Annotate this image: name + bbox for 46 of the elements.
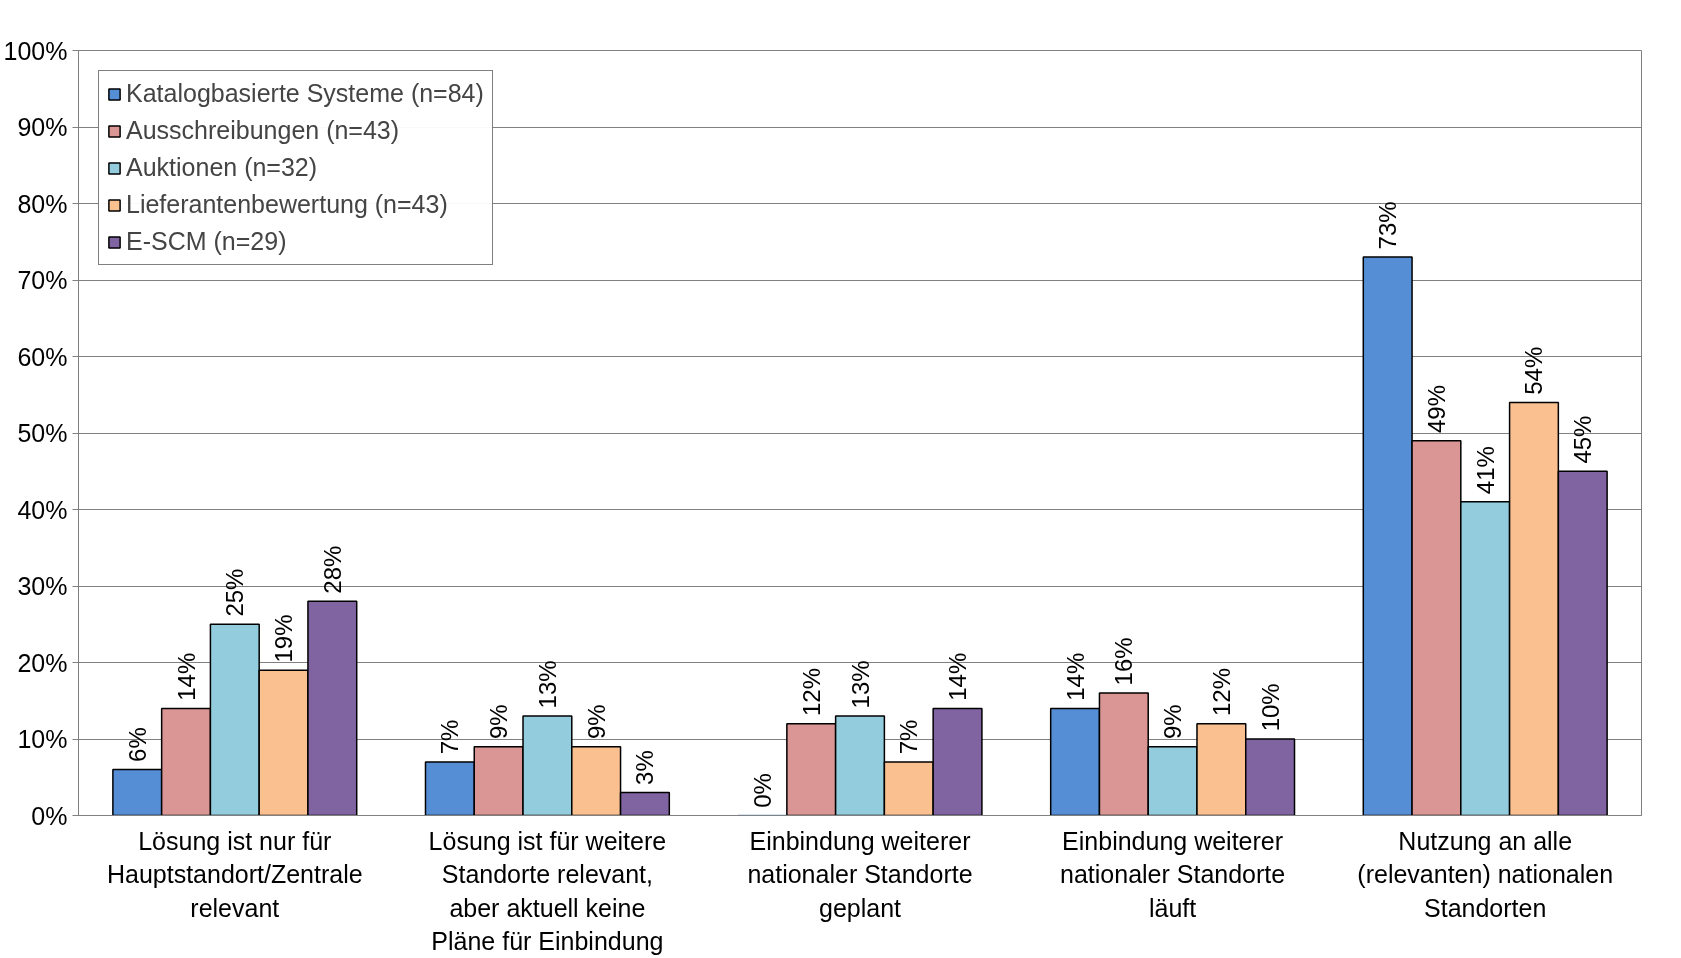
y-tick-label: 100%: [3, 36, 68, 65]
data-label: 41%: [1471, 446, 1499, 495]
data-label: 12%: [1207, 668, 1235, 717]
data-label: 12%: [797, 668, 825, 717]
data-label: 49%: [1422, 384, 1450, 433]
data-label: 14%: [944, 652, 972, 701]
y-tick-label: 70%: [17, 266, 68, 294]
data-label: 13%: [533, 660, 561, 709]
y-tick-label: 0%: [31, 801, 68, 830]
data-label: 0%: [748, 773, 776, 808]
data-label: 7%: [436, 719, 464, 755]
data-label: 25%: [221, 568, 249, 617]
y-tick-label: 90%: [17, 113, 68, 141]
data-label: 9%: [582, 704, 610, 739]
legend-label: E-SCM (n=29): [126, 227, 287, 256]
y-tick-label: 20%: [17, 648, 68, 677]
x-tick-label: Einbindung weiterer nationaler Standorte geplant: [747, 826, 973, 922]
x-tick-label: Lösung ist nur für Hauptstandort/Zentrale relevant: [106, 826, 363, 922]
data-label: 14%: [1061, 652, 1089, 701]
y-tick-label: 50%: [17, 419, 68, 447]
data-label: 19%: [270, 614, 298, 663]
data-label: 73%: [1374, 201, 1402, 250]
data-label: 9%: [485, 704, 513, 739]
data-label: 28%: [318, 545, 346, 594]
y-tick-label: 30%: [17, 572, 68, 600]
data-label: 14%: [172, 652, 200, 701]
x-tick-label: Lösung ist für weitere Standorte relevant, aber aktuell keine Pläne für Einbindung: [428, 826, 667, 956]
legend-label: Ausschreibungen (n=43): [126, 116, 400, 145]
legend-label: Katalogbasierte Systeme (n=84): [126, 79, 484, 108]
data-label: 16%: [1110, 637, 1138, 686]
legend-label: Auktionen (n=32): [126, 153, 318, 182]
data-label: 10%: [1256, 683, 1284, 732]
data-label: 45%: [1569, 415, 1597, 464]
data-label: 9%: [1159, 704, 1187, 739]
data-label: 54%: [1520, 346, 1548, 395]
data-label: 7%: [895, 719, 923, 755]
y-tick-label: 40%: [17, 495, 68, 524]
y-tick-label: 10%: [17, 725, 68, 753]
data-label: 13%: [846, 660, 874, 709]
y-tick-label: 80%: [17, 189, 68, 218]
y-tick-label: 60%: [17, 342, 68, 371]
x-tick-label: Nutzung an alle (relevanten) nationalen Standorten: [1357, 826, 1614, 922]
data-label: 6%: [123, 727, 151, 762]
x-tick-label: Einbindung weiterer nationaler Standorte läuft: [1060, 826, 1286, 922]
data-label: 3%: [631, 750, 659, 785]
legend-label: Lieferantenbewertung (n=43): [126, 190, 448, 219]
